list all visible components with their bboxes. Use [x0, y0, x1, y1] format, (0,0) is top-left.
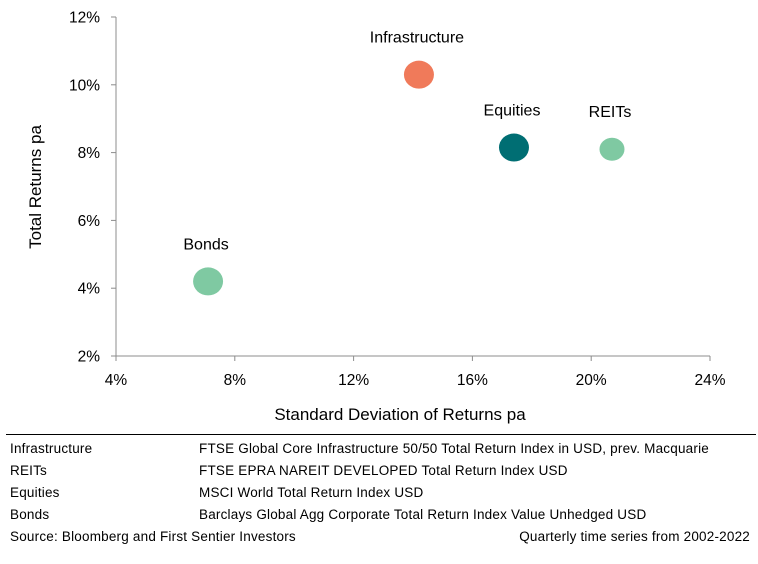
note-label-equities: Equities — [10, 485, 60, 500]
point-label-infrastructure: Infrastructure — [370, 30, 464, 47]
x-axis-ticks: 4% 8% 12% 16% 20% 24% — [105, 356, 726, 389]
note-label-reits: REITs — [10, 463, 48, 478]
frequency-note: Quarterly time series from 2002-2022 — [519, 529, 750, 544]
point-infrastructure — [403, 60, 434, 89]
chart-axes — [115, 17, 710, 357]
x-axis-title: Standard Deviation of Returns pa — [274, 405, 526, 424]
note-desc-reits: FTSE EPRA NAREIT DEVELOPED Total Return … — [199, 463, 568, 478]
scatter-chart: 4% 8% 12% 16% 20% 24% 2%4%6%8%10%12% Infrastr… — [26, 10, 726, 425]
point-label-reits: REITs — [589, 104, 632, 121]
x-tick-label: 12% — [338, 372, 369, 389]
x-tick-label: 8% — [224, 372, 247, 389]
note-label-infrastructure: Infrastructure — [10, 441, 93, 456]
note-label-bonds: Bonds — [10, 507, 50, 522]
point-labels: Infrastructure Equities REITs Bonds — [183, 30, 631, 254]
point-equities — [498, 133, 529, 162]
note-desc-bonds: Barclays Global Agg Corporate Total Retu… — [199, 507, 647, 522]
point-reits — [599, 137, 625, 161]
x-tick-label: 24% — [694, 372, 725, 389]
y-axis-ticks: 2% 4% 6% 8% 10% 12% — [69, 10, 116, 366]
x-tick-label: 16% — [457, 372, 488, 389]
x-tick-label: 4% — [105, 372, 128, 389]
x-tick-label: 20% — [576, 372, 607, 389]
point-bonds — [193, 267, 224, 296]
y-tick-label: 10% — [69, 77, 100, 94]
notes-divider — [6, 434, 756, 435]
point-label-bonds: Bonds — [183, 236, 228, 253]
y-tick-label: 6% — [78, 213, 101, 230]
data-points — [193, 60, 625, 296]
y-tick-label: 2% — [78, 349, 101, 366]
y-tick-label: 4% — [78, 281, 101, 298]
note-desc-equities: MSCI World Total Return Index USD — [199, 485, 424, 500]
y-tick-label: 12% — [69, 10, 100, 27]
y-axis-title: Total Returns pa — [26, 125, 45, 249]
note-desc-infrastructure: FTSE Global Core Infrastructure 50/50 To… — [199, 441, 709, 456]
source-note: Source: Bloomberg and First Sentier Inve… — [10, 529, 296, 544]
point-label-equities: Equities — [484, 103, 541, 120]
y-tick-label: 8% — [78, 145, 101, 162]
